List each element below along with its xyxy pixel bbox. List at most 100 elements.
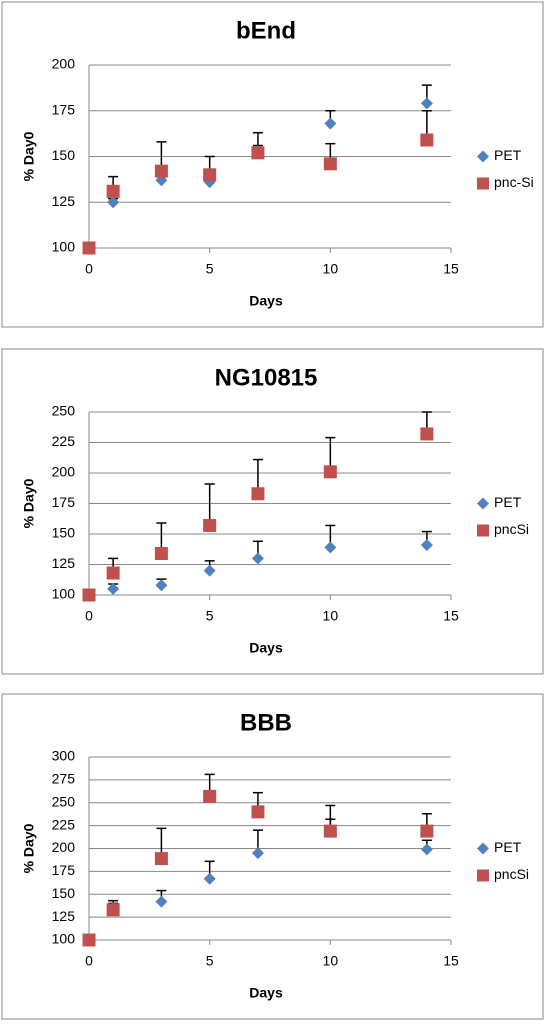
point [251,847,264,860]
point [203,168,217,182]
legend-item: pncSi [477,866,529,882]
chart-panel: BBB 100 125 150 175 200 225 250 275 300 0 5 10 15 Days… [1,693,544,1020]
y-tick-label: 175 [52,494,76,510]
x-axis-label: Days [249,985,283,1001]
chart-title: BBB [240,709,292,736]
point [251,487,265,501]
y-tick-label: 275 [52,771,76,787]
point [420,824,434,838]
x-tick-label: 15 [443,608,459,624]
y-tick-label: 175 [52,101,76,117]
point [154,547,168,561]
point [106,566,120,580]
point [155,895,168,908]
chart-panel: bEnd 100 125 150 175 200 0 5 10 15 Days % Day0 PET pn… [1,1,544,328]
legend-item: PET [477,494,522,510]
legend-swatch [477,177,489,190]
panel-border [1,693,544,1020]
legend-item: pnc-Si [477,174,534,190]
point [203,872,216,885]
y-axis-label: % Day0 [21,478,37,528]
y-tick-label: 250 [52,403,76,419]
x-tick-label: 0 [85,608,93,624]
point [420,427,434,441]
x-tick-label: 15 [443,261,459,277]
point [203,518,217,532]
y-axis-label: % Day0 [21,823,37,873]
x-tick-label: 10 [323,261,339,277]
chart-panel: NG10815 100 125 150 175 200 225 250 0 5 10 15 Days % … [1,348,544,675]
point [323,824,337,838]
x-tick-label: 10 [323,953,339,969]
legend-label: PET [494,494,522,510]
point [106,184,120,198]
point [420,538,433,551]
point [154,852,168,866]
legend-swatch [477,524,489,537]
y-tick-label: 125 [52,555,76,571]
y-tick-label: 200 [52,464,76,480]
legend-swatch [477,842,489,855]
legend-item: pncSi [477,521,529,537]
point [106,903,120,917]
point [107,582,120,595]
x-tick-label: 10 [323,608,339,624]
x-tick-label: 5 [206,953,214,969]
y-tick-label: 175 [52,862,76,878]
y-tick-label: 225 [52,816,76,832]
y-tick-label: 150 [52,147,76,163]
legend-label: PET [494,147,522,163]
y-tick-label: 150 [52,525,76,541]
point [203,564,216,577]
y-axis-label: % Day0 [21,131,37,181]
y-tick-label: 125 [52,908,76,924]
point [251,552,264,565]
chart-title: bEnd [236,17,296,44]
point [420,133,434,147]
point [323,465,337,479]
legend-label: PET [494,839,522,855]
y-tick-label: 225 [52,433,76,449]
y-tick-label: 200 [52,56,76,72]
legend-label: pncSi [494,521,529,537]
point [154,164,168,178]
legend-swatch [477,869,489,882]
y-tick-label: 250 [52,793,76,809]
point [251,805,265,819]
x-axis-label: Days [249,640,283,656]
error-bar [204,483,215,526]
chart-title: NG10815 [215,364,318,391]
panel-border [1,348,544,675]
point [203,789,217,803]
y-tick-label: 100 [52,931,76,947]
point [323,157,337,171]
legend-item: PET [477,147,522,163]
legend-label: pncSi [494,866,529,882]
point [324,541,337,554]
panel-border [1,1,544,328]
legend-swatch [477,150,489,163]
point [155,579,168,592]
point [107,196,120,209]
x-tick-label: 0 [85,953,93,969]
point [82,933,96,947]
y-tick-label: 300 [52,748,76,764]
legend-label: pnc-Si [494,174,534,190]
y-tick-label: 100 [52,586,76,602]
y-tick-label: 200 [52,839,76,855]
y-tick-label: 100 [52,239,76,255]
legend-item: PET [477,839,522,855]
point [420,843,433,856]
x-axis-label: Days [249,293,283,309]
point [420,97,433,110]
x-tick-label: 5 [206,261,214,277]
x-tick-label: 15 [443,953,459,969]
point [251,146,265,160]
y-tick-label: 125 [52,193,76,209]
point [82,241,96,255]
legend-swatch [477,497,489,510]
point [324,117,337,130]
x-tick-label: 0 [85,261,93,277]
